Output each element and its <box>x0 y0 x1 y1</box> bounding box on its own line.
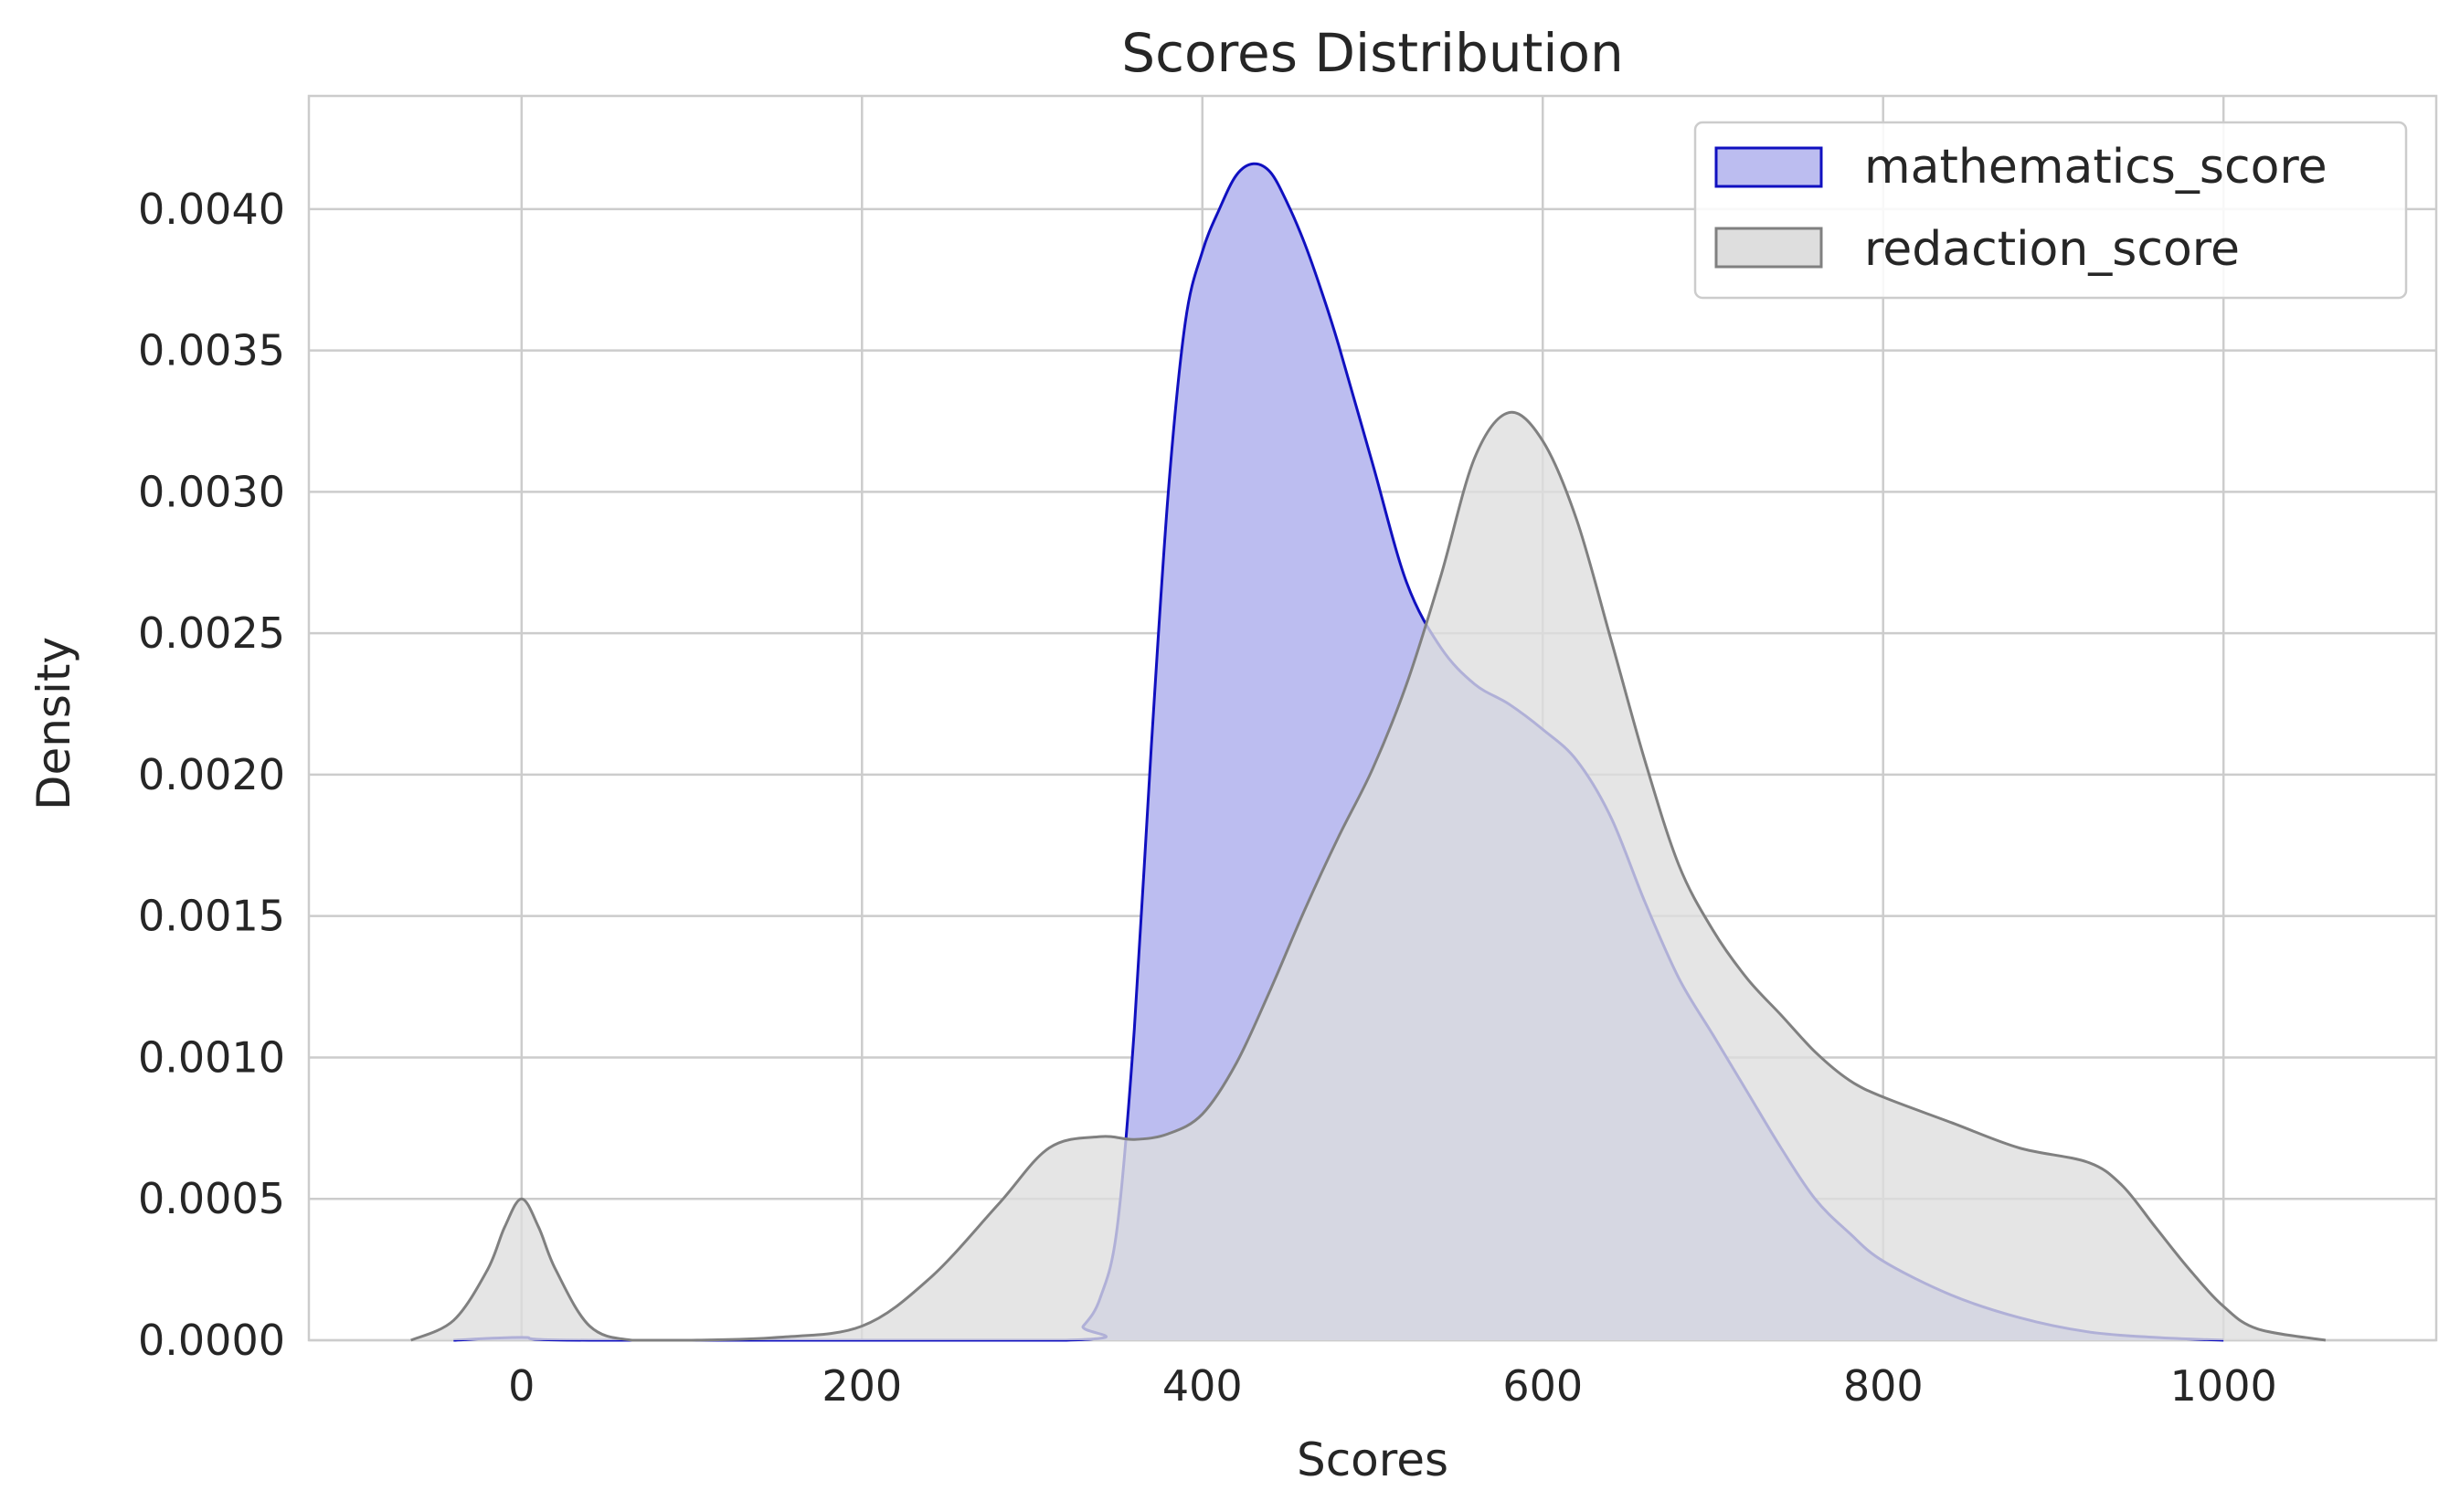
x-axis-ticks: 0 200 400 600 800 1000 <box>508 1361 2277 1411</box>
y-tick-label: 0.0010 <box>138 1032 285 1082</box>
y-tick-label: 0.0040 <box>138 185 285 234</box>
x-tick-label: 0 <box>508 1361 535 1411</box>
y-tick-label: 0.0005 <box>138 1174 285 1223</box>
y-axis-title: Density <box>27 637 80 810</box>
chart-title: Scores Distribution <box>1121 22 1623 84</box>
y-tick-label: 0.0035 <box>138 326 285 375</box>
y-tick-label: 0.0000 <box>138 1316 285 1365</box>
x-tick-label: 1000 <box>2170 1361 2277 1411</box>
legend-label-mathematics: mathematics_score <box>1864 140 2327 195</box>
y-tick-label: 0.0015 <box>138 892 285 941</box>
x-tick-label: 600 <box>1502 1361 1583 1411</box>
density-areas <box>410 162 2327 1342</box>
legend: mathematics_score redaction_score <box>1693 121 2408 300</box>
x-axis-title: Scores <box>1297 1433 1448 1486</box>
y-tick-label: 0.0020 <box>138 750 285 799</box>
density-area-redaction <box>410 412 2326 1340</box>
density-line-redaction <box>410 410 2327 1342</box>
legend-label-redaction: redaction_score <box>1864 222 2240 277</box>
legend-swatch-redaction <box>1714 227 1823 269</box>
y-tick-label: 0.0025 <box>138 608 285 658</box>
x-tick-label: 400 <box>1162 1361 1243 1411</box>
legend-swatch-mathematics <box>1714 146 1823 188</box>
x-tick-label: 800 <box>1843 1361 1924 1411</box>
x-tick-label: 200 <box>822 1361 902 1411</box>
legend-box <box>1693 121 2408 300</box>
density-area-mathematics <box>453 164 2224 1341</box>
y-tick-label: 0.0030 <box>138 467 285 516</box>
y-axis-ticks: 0.0000 0.0005 0.0010 0.0015 0.0020 0.0025 0.00… <box>138 185 285 1365</box>
